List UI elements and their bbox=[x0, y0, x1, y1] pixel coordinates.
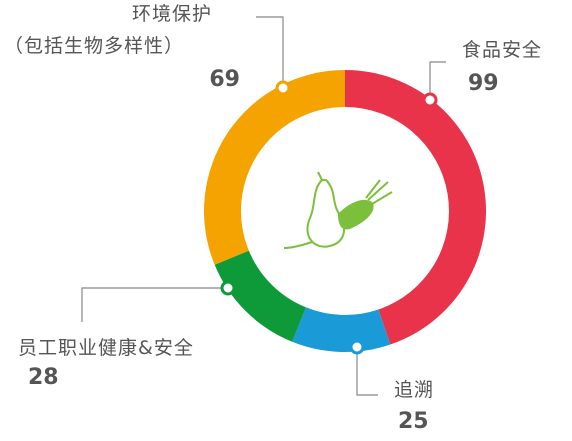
chart: 食品安全 99 追溯 25 员工职业健康&安全 28 环境保护（包括生物多样性） 69 bbox=[0, 0, 572, 441]
value-label: 69 bbox=[209, 67, 240, 92]
leader-line bbox=[430, 62, 446, 94]
marker bbox=[351, 341, 363, 353]
donut-segment bbox=[292, 307, 390, 352]
value-label: 99 bbox=[468, 71, 499, 96]
leader-line bbox=[256, 17, 283, 82]
value-label: 28 bbox=[28, 365, 59, 390]
marker bbox=[277, 82, 289, 94]
category-label: 员工职业健康&安全 bbox=[18, 337, 194, 359]
marker bbox=[222, 282, 234, 294]
leader-line bbox=[82, 288, 222, 322]
donut-segment bbox=[215, 251, 306, 342]
category-label: 环境保护（包括生物多样性） bbox=[4, 3, 212, 57]
category-label: 食品安全 bbox=[462, 39, 542, 61]
center-icon bbox=[284, 172, 392, 248]
value-label: 25 bbox=[398, 409, 429, 434]
leader-line bbox=[357, 353, 378, 395]
marker bbox=[424, 94, 436, 106]
category-label: 追溯 bbox=[394, 379, 434, 401]
